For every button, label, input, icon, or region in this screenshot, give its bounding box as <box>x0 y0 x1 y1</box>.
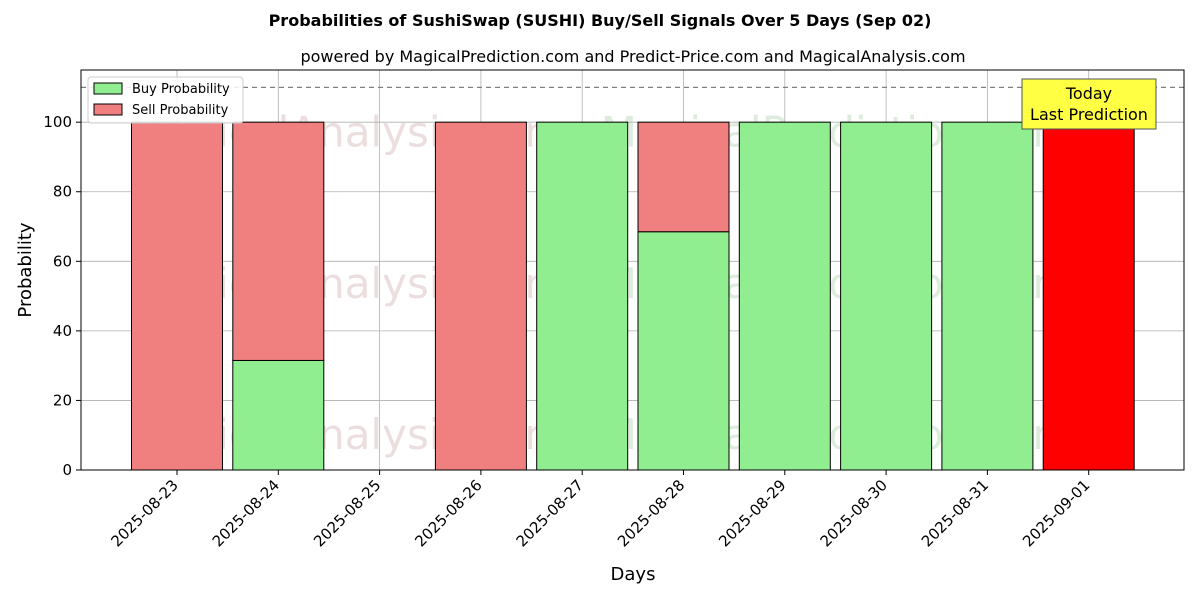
x-tick-label: 2025-08-25 <box>310 476 384 550</box>
y-tick-label: 40 <box>53 322 72 340</box>
bar-sell <box>1042 121 1135 471</box>
bar-buy <box>536 121 629 471</box>
legend-sell-label: Sell Probability <box>132 103 229 118</box>
bar-buy <box>637 231 730 471</box>
bar-sell <box>131 121 223 471</box>
chart-subtitle: powered by MagicalPrediction.com and Pre… <box>300 47 965 66</box>
bar-buy <box>738 121 831 471</box>
x-axis-label: Days <box>611 564 656 585</box>
bars <box>131 121 1135 471</box>
chart-title: Probabilities of SushiSwap (SUSHI) Buy/S… <box>269 11 932 30</box>
plot-frame <box>80 69 1185 471</box>
x-axis: 2025-08-23 2025-08-24 2025-08-25 2025-08-26… <box>107 470 1094 550</box>
legend: Buy Probability Sell Probability <box>87 76 244 124</box>
x-tick-label: 2025-08-26 <box>411 476 485 550</box>
y-tick-label: 100 <box>43 113 72 131</box>
y-tick-label: 0 <box>62 461 72 479</box>
legend-box <box>87 76 244 124</box>
x-tick-label: 2025-08-27 <box>513 476 587 550</box>
x-tick-label: 2025-09-01 <box>1019 476 1093 550</box>
y-tick-label: 20 <box>53 391 72 409</box>
x-tick-label: 2025-08-31 <box>918 476 992 550</box>
annotation-box <box>1021 78 1157 130</box>
x-tick-label: 2025-08-28 <box>614 476 688 550</box>
annotation-last-prediction: Last Prediction <box>1030 105 1148 124</box>
annotation-today: Today <box>1065 84 1112 103</box>
bar-buy <box>840 121 933 471</box>
legend-sell-swatch <box>93 103 123 116</box>
bar-buy <box>232 359 325 471</box>
bar-sell <box>434 121 527 471</box>
y-axis: 0 20 40 60 80 100 <box>43 113 81 479</box>
legend-buy-label: Buy Probability <box>132 82 230 97</box>
x-tick-label: 2025-08-23 <box>107 476 181 550</box>
x-tick-label: 2025-08-30 <box>817 476 891 550</box>
legend-buy-swatch <box>93 82 123 95</box>
bar-buy <box>941 121 1034 471</box>
y-tick-label: 80 <box>53 183 72 201</box>
y-tick-label: 60 <box>53 252 72 270</box>
today-annotation: Today Last Prediction <box>1021 78 1157 130</box>
x-tick-label: 2025-08-24 <box>209 476 283 550</box>
bar-sell <box>232 121 325 361</box>
y-axis-label: Probability <box>15 222 36 317</box>
x-tick-label: 2025-08-29 <box>715 476 789 550</box>
bar-sell <box>637 121 730 233</box>
